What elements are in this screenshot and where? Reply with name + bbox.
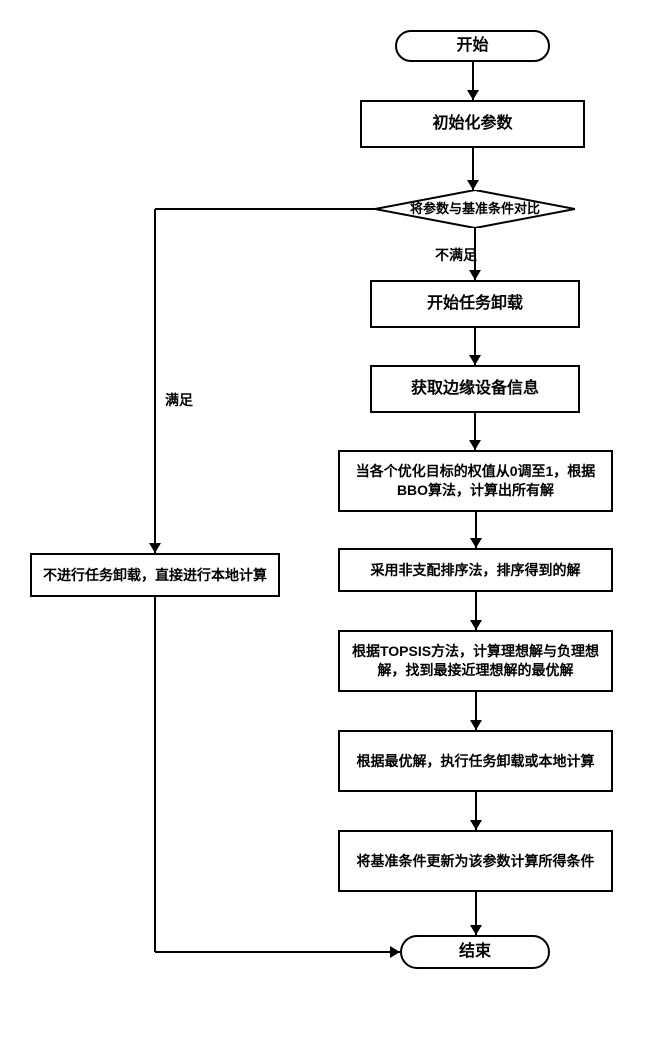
arrowhead-icon — [390, 946, 400, 958]
node-label: 获取边缘设备信息 — [411, 378, 539, 400]
node-label: 开始任务卸载 — [427, 293, 523, 315]
arrowhead-icon — [467, 180, 479, 190]
node-compare: 将参数与基准条件对比 — [375, 190, 575, 228]
node-label: 根据最优解，执行任务卸载或本地计算 — [357, 752, 595, 771]
node-local: 不进行任务卸载，直接进行本地计算 — [30, 553, 280, 597]
flowchart-canvas: 开始初始化参数将参数与基准条件对比开始任务卸载获取边缘设备信息当各个优化目标的权… — [20, 20, 665, 1020]
edge-line — [154, 209, 156, 553]
node-label: 将基准条件更新为该参数计算所得条件 — [357, 852, 595, 871]
node-offload: 开始任务卸载 — [370, 280, 580, 328]
node-label: 初始化参数 — [432, 113, 512, 135]
node-sort: 采用非支配排序法，排序得到的解 — [338, 548, 613, 592]
arrowhead-icon — [470, 820, 482, 830]
arrowhead-icon — [470, 538, 482, 548]
arrowhead-icon — [470, 925, 482, 935]
node-label: 结束 — [459, 941, 491, 963]
edge-line — [154, 597, 156, 952]
edge-label-unsatisfied: 不满足 — [435, 245, 477, 265]
node-label: 采用非支配排序法，排序得到的解 — [371, 561, 581, 580]
node-execute: 根据最优解，执行任务卸载或本地计算 — [338, 730, 613, 792]
node-label: 当各个优化目标的权值从0调至1，根据BBO算法，计算出所有解 — [348, 462, 603, 500]
arrowhead-icon — [470, 720, 482, 730]
node-topsis: 根据TOPSIS方法，计算理想解与负理想解，找到最接近理想解的最优解 — [338, 630, 613, 692]
arrowhead-icon — [467, 90, 479, 100]
node-label: 将参数与基准条件对比 — [410, 200, 540, 218]
node-bbo: 当各个优化目标的权值从0调至1，根据BBO算法，计算出所有解 — [338, 450, 613, 512]
edge-label-satisfied: 满足 — [165, 390, 193, 410]
arrowhead-icon — [470, 620, 482, 630]
arrowhead-icon — [469, 270, 481, 280]
node-init: 初始化参数 — [360, 100, 585, 148]
arrowhead-icon — [469, 440, 481, 450]
arrowhead-icon — [469, 355, 481, 365]
edge-line — [155, 208, 375, 210]
arrowhead-icon — [149, 543, 161, 553]
node-label: 根据TOPSIS方法，计算理想解与负理想解，找到最接近理想解的最优解 — [348, 642, 603, 680]
node-update: 将基准条件更新为该参数计算所得条件 — [338, 830, 613, 892]
node-start: 开始 — [395, 30, 550, 62]
node-getinfo: 获取边缘设备信息 — [370, 365, 580, 413]
node-label: 不进行任务卸载，直接进行本地计算 — [43, 566, 267, 585]
node-label: 开始 — [456, 35, 488, 57]
node-end: 结束 — [400, 935, 550, 969]
edge-line — [155, 951, 400, 953]
